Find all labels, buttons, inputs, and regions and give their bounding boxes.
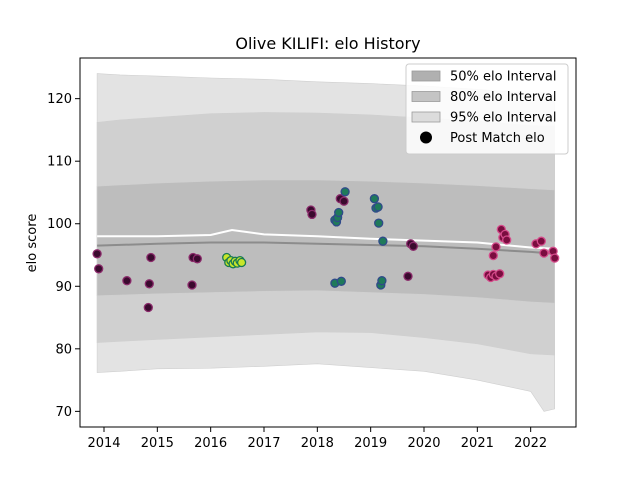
x-tick-label: 2016 <box>194 436 227 451</box>
data-point <box>307 209 317 220</box>
data-point <box>502 235 512 245</box>
legend-marker <box>420 131 432 144</box>
x-tick-label: 2017 <box>247 436 280 451</box>
x-tick-label: 2021 <box>461 436 494 451</box>
x-tick-label: 2015 <box>141 436 174 451</box>
data-point <box>143 302 153 313</box>
legend-label: 80% elo Interval <box>450 90 557 105</box>
x-axis: 2014 2015 2016 2017 2018 2019 2020 2021 2022 <box>87 427 547 451</box>
data-point <box>495 269 505 279</box>
data-point <box>339 196 349 206</box>
x-tick-label: 2018 <box>301 436 334 451</box>
data-point <box>336 276 346 286</box>
data-point <box>369 194 380 204</box>
chart-title: Olive KILIFI: elo History <box>235 34 420 53</box>
y-tick-label: 120 <box>47 92 72 107</box>
data-point <box>122 276 132 286</box>
x-tick-label: 2020 <box>407 436 440 451</box>
legend: 50% elo Interval 80% elo Interval 95% elo … <box>405 63 569 155</box>
data-point <box>374 218 384 228</box>
axes-frame <box>79 57 577 428</box>
data-point <box>403 271 413 281</box>
data-point <box>491 242 501 252</box>
y-tick-label: 70 <box>55 405 72 420</box>
data-point <box>144 279 154 289</box>
data-point <box>236 257 247 268</box>
data-point <box>536 236 546 246</box>
data-point <box>488 250 498 261</box>
legend-swatch <box>411 91 441 102</box>
data-point <box>94 264 104 274</box>
data-point <box>373 202 383 212</box>
y-axis: 70 80 90 100 110 120 <box>47 92 80 420</box>
elo-line-median <box>97 241 555 255</box>
data-point <box>340 187 350 197</box>
y-tick-label: 90 <box>55 280 72 295</box>
legend-label: 50% elo Interval <box>450 70 557 85</box>
y-tick-label: 100 <box>47 217 72 232</box>
data-point <box>377 276 387 286</box>
data-point <box>334 207 344 218</box>
legend-label: Post Match elo <box>450 131 545 146</box>
y-axis-label: elo score <box>25 214 40 273</box>
legend-box <box>405 63 569 155</box>
x-tick-label: 2014 <box>87 436 120 451</box>
data-point <box>92 249 102 259</box>
legend-label: 95% elo Interval <box>450 111 557 126</box>
legend-swatch <box>411 70 441 82</box>
x-tick-label: 2022 <box>514 436 547 451</box>
data-point <box>408 241 418 251</box>
data-point <box>539 248 549 258</box>
legend-swatch <box>411 111 441 123</box>
data-point <box>378 236 388 246</box>
plot-area <box>92 73 560 412</box>
y-tick-label: 80 <box>55 342 72 357</box>
interval-band-3 <box>96 179 555 304</box>
data-point <box>146 252 156 263</box>
x-tick-label: 2019 <box>354 436 387 451</box>
data-point <box>550 253 560 263</box>
data-point <box>187 280 197 290</box>
y-tick-label: 110 <box>47 155 72 170</box>
data-point <box>192 254 202 264</box>
